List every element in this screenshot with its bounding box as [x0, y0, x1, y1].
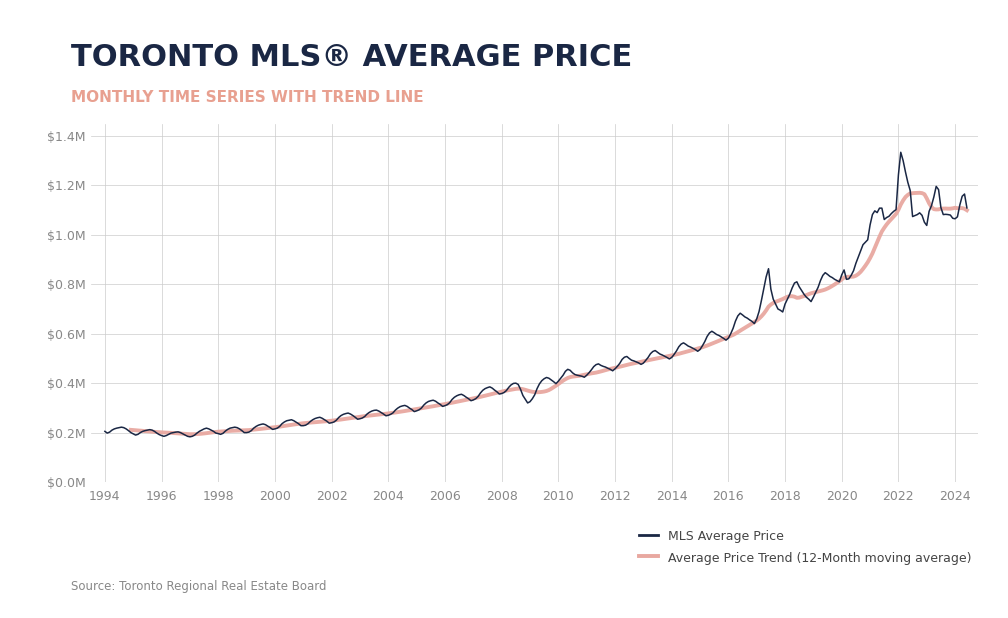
Text: Source: Toronto Regional Real Estate Board: Source: Toronto Regional Real Estate Boa…: [71, 580, 326, 593]
Text: TORONTO MLS® AVERAGE PRICE: TORONTO MLS® AVERAGE PRICE: [71, 43, 632, 72]
Legend: MLS Average Price, Average Price Trend (12-Month moving average): MLS Average Price, Average Price Trend (…: [639, 528, 972, 565]
Text: MONTHLY TIME SERIES WITH TREND LINE: MONTHLY TIME SERIES WITH TREND LINE: [71, 90, 423, 104]
